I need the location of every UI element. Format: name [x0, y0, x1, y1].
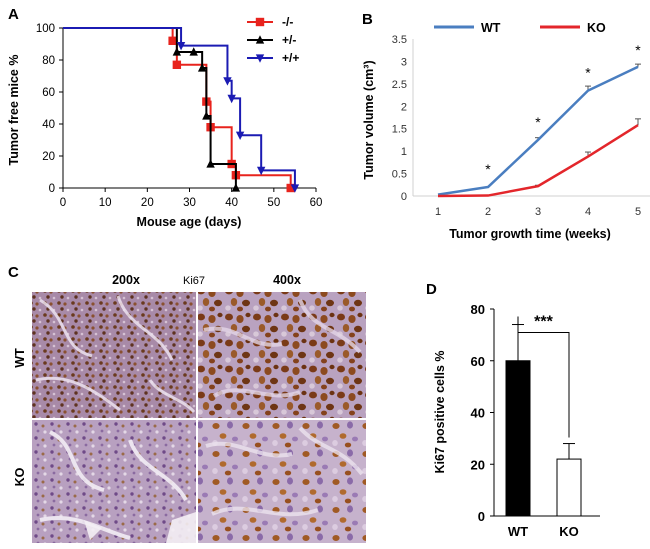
panel-d-bar-1: [556, 458, 582, 517]
panel-b-series-line-1: [437, 124, 639, 198]
panel-a-y-tick-label-1: 20: [42, 151, 55, 163]
panel-a-legend-label-0: -/-: [282, 15, 293, 29]
panel-label-d: D: [426, 281, 437, 298]
panel-b-series-line-0: [437, 65, 639, 196]
micrograph-wt-400x: [198, 292, 366, 418]
panel-d-y-tick-label-4: 80: [471, 302, 485, 317]
micrograph-ko-200x: [32, 420, 196, 543]
micrograph-ko-400x: [198, 420, 366, 543]
panel-b-y-tick-label-0: 0: [401, 191, 407, 203]
panel-c-histology-images: 200x Ki67 400x WT KO: [13, 273, 366, 543]
panel-d-bars: WT KO ***: [505, 314, 582, 539]
panel-a-series-2-point-1: [223, 77, 232, 86]
panel-b-star-1: *: [535, 114, 541, 130]
panel-a-x-tick-label-0: 0: [60, 197, 66, 209]
panel-b-xlabel: Tumor growth time (weeks): [449, 227, 611, 241]
panel-a-series-0-point-0: [168, 36, 177, 45]
panel-d-ticks: 0 20 40 60 80: [471, 302, 494, 524]
panel-a-series-2-point-4: [256, 166, 266, 176]
panel-b-legend: WT KO: [434, 21, 606, 35]
panel-d-y-tick-label-0: 0: [478, 509, 485, 524]
panel-b-y-tick-label-6: 3: [401, 56, 407, 68]
panel-d-y-tick-label-2: 40: [471, 406, 485, 421]
panel-a-series: [63, 27, 300, 193]
panel-d-ki67-bar-chart: 0 20 40 60 80 WT KO *** Ki67 positive cells %: [433, 302, 600, 539]
panel-a-xlabel: Mouse age (days): [137, 215, 242, 229]
panel-label-a: A: [8, 6, 19, 23]
panel-b-ylabel: Tumor volume (cm³): [362, 60, 376, 179]
panel-b-star-3: *: [635, 42, 641, 58]
panel-a-y-tick-label-0: 0: [49, 183, 55, 195]
panel-a-series-1-point-0: [172, 47, 182, 56]
panel-a-ticks: 0 10 20 30 40 50 60 0 20 40 60 80 100: [36, 23, 323, 209]
panel-a-series-2-point-0: [176, 42, 186, 51]
panel-a-survival-chart: 0 10 20 30 40 50 60 0 20 40 60 80 100 Mouse age (day…: [7, 15, 322, 229]
panel-a-y-tick-label-4: 80: [42, 55, 55, 67]
panel-a-x-tick-label-2: 20: [141, 197, 154, 209]
panel-b-significance-stars: * * * *: [485, 42, 641, 177]
panel-c-row-label-ko: KO: [13, 467, 27, 486]
panel-b-y-tick-label-7: 3.5: [392, 34, 407, 46]
micrograph-wt-200x: [32, 292, 196, 418]
panel-a-legend-label-2: +/+: [282, 51, 299, 65]
panel-a-y-tick-label-5: 100: [36, 23, 55, 35]
panel-b-x-tick-label-1: 2: [485, 206, 491, 218]
panel-a-series-2-point-3: [235, 131, 245, 140]
panel-a-legend-marker-1: [255, 35, 265, 44]
panel-label-c: C: [8, 264, 19, 281]
panel-a-legend: -/- +/- +/+: [247, 15, 299, 65]
panel-d-category-label-1: KO: [559, 524, 579, 539]
panel-b-star-0: *: [485, 161, 491, 177]
panel-a-x-tick-label-6: 60: [310, 197, 323, 209]
panel-b-legend-label-1: KO: [587, 21, 606, 35]
panel-a-x-tick-label-3: 30: [183, 197, 196, 209]
panel-a-x-tick-label-1: 10: [99, 197, 112, 209]
panel-b-star-2: *: [585, 65, 591, 81]
panel-b-y-tick-label-3: 1.5: [392, 124, 407, 136]
panel-c-row-label-wt: WT: [13, 348, 27, 368]
panel-c-header-400x: 400x: [273, 273, 301, 287]
panel-b-series: [437, 63, 641, 198]
panel-a-ylabel: Tumor free mice %: [7, 55, 21, 166]
panel-a-series-1-point-4: [206, 159, 215, 168]
panel-a-legend-label-1: +/-: [282, 33, 296, 47]
panel-d-significance-label: ***: [534, 314, 553, 331]
panel-a-legend-marker-0: [255, 17, 265, 27]
panel-a-legend-marker-2: [255, 54, 265, 63]
panel-d-ylabel: Ki67 positive cells %: [433, 351, 447, 474]
panel-b-x-tick-label-3: 4: [585, 206, 591, 218]
panel-b-x-tick-label-4: 5: [635, 206, 641, 218]
panel-a-series-2-point-5: [290, 184, 300, 193]
panel-a-x-tick-label-5: 50: [267, 197, 280, 209]
panel-a-series-1-point-5: [231, 183, 241, 192]
panel-a-series-0-point-6: [286, 183, 295, 193]
panel-label-b: B: [362, 11, 373, 28]
panel-b-y-tick-label-1: 0.5: [392, 169, 407, 181]
panel-b-y-tick-label-5: 2.5: [392, 79, 407, 91]
panel-b-x-tick-label-2: 3: [535, 206, 541, 218]
panel-a-series-1-point-2: [197, 63, 207, 72]
panel-c-header-ki67: Ki67: [183, 275, 205, 287]
panel-a-x-tick-label-4: 40: [225, 197, 238, 209]
panel-a-series-2-point-2: [227, 94, 236, 104]
panel-b-legend-label-0: WT: [481, 21, 501, 35]
panel-b-tumor-volume-chart: 0 0.5 1 1.5 2 2.5 3 3.5 1 2 3 4 5 * * * * Tumor growth …: [362, 21, 650, 241]
panel-b-x-tick-label-0: 1: [435, 206, 441, 218]
panel-a-y-tick-label-2: 40: [42, 119, 55, 131]
panel-a-y-tick-label-3: 60: [42, 87, 55, 99]
panel-a-series-1-point-1: [189, 47, 198, 56]
panel-b-y-tick-label-4: 2: [401, 101, 407, 113]
panel-d-category-label-0: WT: [508, 524, 528, 539]
panel-b-y-tick-label-2: 1: [401, 146, 407, 158]
panel-b-ticks: 0 0.5 1 1.5 2 2.5 3 3.5 1 2 3 4 5: [392, 34, 641, 218]
panel-c-header-200x: 200x: [112, 273, 140, 287]
panel-d-bar-0: [505, 360, 531, 517]
panel-d-y-tick-label-1: 20: [471, 457, 485, 472]
panel-a-series-0-point-1: [172, 60, 182, 69]
panel-a-series-1-point-3: [202, 111, 211, 120]
panel-d-significance-bracket: [517, 316, 570, 438]
panel-d-y-tick-label-3: 60: [471, 354, 485, 369]
